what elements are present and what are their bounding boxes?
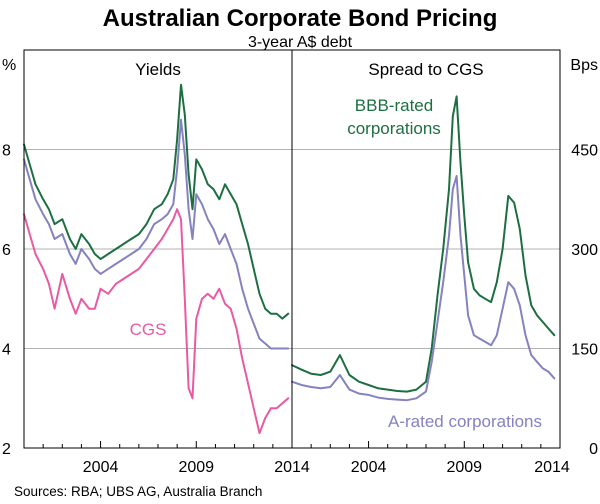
axes: 2 4 6 8 2004 2009 2014 0 150 300 450 2004 2009 2014 — [2, 143, 598, 477]
spread-panel-title: Spread to CGS — [368, 60, 483, 79]
left-y-tick-label-2: 6 — [2, 242, 11, 259]
right-y-tick-label-1: 150 — [571, 342, 598, 359]
source-note: Sources: RBA; UBS AG, Australia Branch — [14, 484, 262, 499]
series-p0-bbb — [23, 83, 290, 320]
right-y-tick-label-2: 300 — [571, 242, 598, 259]
series-p0-cgs — [23, 208, 290, 435]
a-rated-annotation: A-rated corporations — [388, 412, 542, 431]
series-layer — [23, 83, 556, 435]
x-tick-label-p1-0: 2004 — [351, 459, 387, 476]
right-y-tick-label-3: 450 — [571, 143, 598, 160]
left-axis-unit: % — [2, 57, 16, 74]
cgs-annotation: CGS — [130, 320, 167, 339]
chart-subtitle: 3-year A$ debt — [248, 34, 353, 51]
bbb-annotation-line1: BBB-rated — [355, 96, 433, 115]
right-y-tick-label-0: 0 — [589, 441, 598, 458]
yields-panel-title: Yields — [135, 60, 181, 79]
chart-title: Australian Corporate Bond Pricing — [103, 5, 498, 32]
left-y-tick-label-1: 4 — [2, 342, 11, 359]
x-tick-label-p1-1: 2009 — [446, 459, 482, 476]
left-y-tick-label-0: 2 — [2, 441, 11, 458]
series-p1-bbb — [291, 95, 556, 393]
x-tick-label-p0-2: 2014 — [274, 459, 310, 476]
left-y-tick-label-3: 8 — [2, 143, 11, 160]
x-tick-label-p1-2: 2014 — [534, 459, 570, 476]
series-p1-a — [291, 175, 556, 402]
x-tick-label-p0-1: 2009 — [178, 459, 214, 476]
right-axis-unit: Bps — [570, 57, 598, 74]
bbb-annotation-line2: corporations — [347, 119, 441, 138]
x-tick-label-p0-0: 2004 — [83, 459, 119, 476]
series-p0-a — [23, 118, 290, 350]
